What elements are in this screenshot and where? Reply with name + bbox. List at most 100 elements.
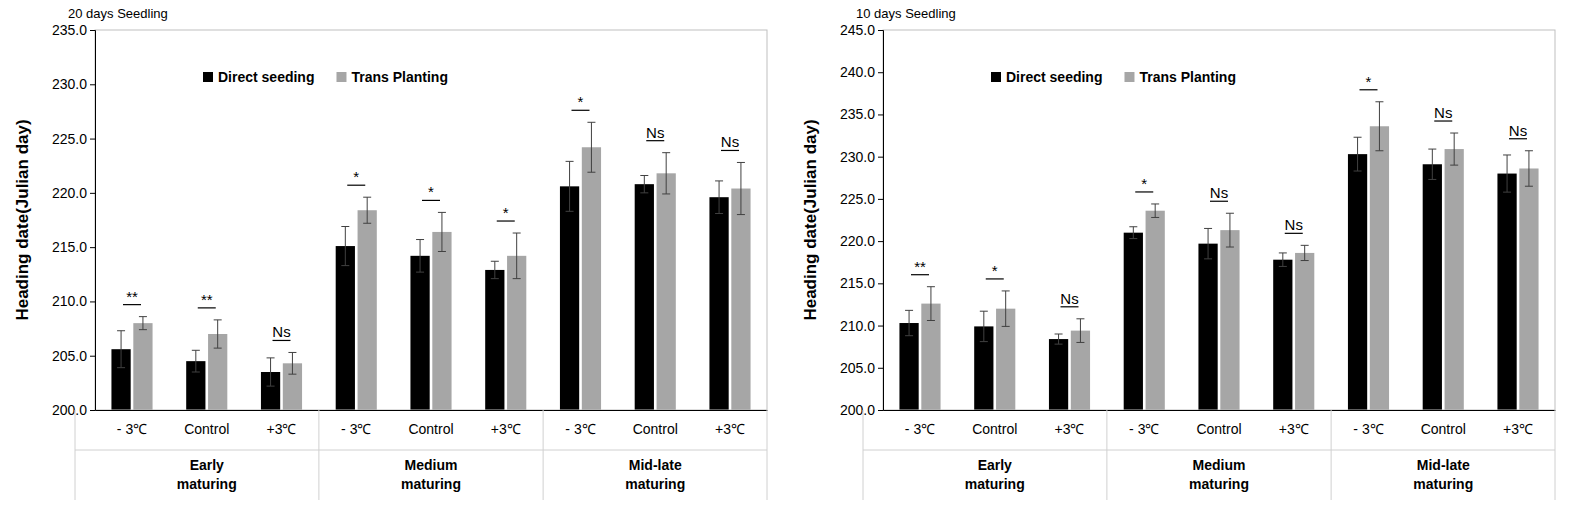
error-bar-stem (983, 311, 984, 341)
error-bar-cap (640, 175, 648, 176)
y-axis: 200.0205.0210.0215.0220.0225.0230.0235.0 (52, 22, 96, 418)
bar (1445, 149, 1464, 410)
x-tick: Control (408, 410, 453, 437)
error-bar-cap (1279, 252, 1287, 253)
significance-label: Ns (1060, 290, 1078, 307)
bar (1220, 230, 1239, 410)
bar (657, 173, 676, 410)
error-bar-cap (587, 172, 595, 173)
error-bar (1151, 204, 1159, 218)
error-bar-cap (1375, 101, 1383, 102)
error-bar-cap (662, 193, 670, 194)
y-tick: 205.0 (52, 348, 95, 364)
error-bar-cap (1076, 318, 1084, 319)
significance-label: Ns (1434, 104, 1452, 121)
error-bar (1204, 228, 1212, 258)
error-bar-stem (1304, 245, 1305, 260)
significance-label: ** (126, 288, 138, 305)
y-axis: 200.0205.0210.0215.0220.0225.0230.0235.0… (840, 22, 884, 418)
error-bar-cap (980, 311, 988, 312)
x-tick: Control (1196, 410, 1241, 437)
x-tick-label: +3℃ (267, 421, 297, 437)
y-tick-mark (90, 30, 95, 31)
y-tick-mark (878, 410, 883, 411)
group-label: Earlymaturing (965, 457, 1025, 492)
x-tick-label: - 3℃ (565, 421, 595, 437)
group-label: Earlymaturing (177, 457, 237, 492)
y-tick-mark (878, 368, 883, 369)
y-tick-mark (878, 30, 883, 31)
y-tick-mark (90, 84, 95, 85)
significance-label: Ns (272, 323, 290, 340)
error-bar-cap (513, 278, 521, 279)
plot-marks (111, 122, 750, 410)
error-bar (1428, 149, 1436, 179)
error-bar-cap (214, 348, 222, 349)
error-bar-cap (491, 278, 499, 279)
bar (582, 147, 601, 410)
y-tick-mark (878, 199, 883, 200)
error-bar-stem (644, 175, 645, 192)
error-bar (192, 350, 200, 372)
bar (1295, 253, 1314, 410)
legend-swatch (336, 72, 346, 82)
error-bar-cap (1354, 171, 1362, 172)
x-tick: Control (633, 410, 678, 437)
x-tick-label: +3℃ (1279, 421, 1309, 437)
bar (485, 270, 504, 410)
legend-label: Trans Planting (1139, 69, 1235, 85)
error-bar (1503, 155, 1511, 192)
legend-label: Trans Planting (351, 69, 447, 85)
bar (731, 189, 750, 410)
y-tick-label: 225.0 (840, 191, 875, 207)
error-bar-cap (1450, 165, 1458, 166)
error-bar-cap (905, 310, 913, 311)
error-bar (662, 153, 670, 194)
error-bar-cap (715, 180, 723, 181)
table-line (75, 410, 76, 500)
significance-label: Ns (1210, 184, 1228, 201)
bar (1198, 244, 1217, 410)
y-axis-line (90, 31, 96, 411)
error-bar-cap (1279, 266, 1287, 267)
chart-title: 10 days Seedling (856, 6, 956, 21)
y-tick-label: 235.0 (840, 106, 875, 122)
y-tick-mark (878, 241, 883, 242)
x-axis-line (884, 410, 1556, 411)
error-bar-cap (1525, 186, 1533, 187)
y-tick-label: 240.0 (840, 64, 875, 80)
error-bar-cap (1375, 150, 1383, 151)
error-bar-cap (438, 251, 446, 252)
y-tick: 210.0 (840, 318, 883, 334)
error-bar-cap (1002, 290, 1010, 291)
x-tick: - 3℃ (1353, 410, 1383, 437)
y-tick-mark (90, 410, 95, 411)
significance-label: Ns (1285, 216, 1303, 233)
significance-label: * (1141, 175, 1147, 192)
bar (1423, 164, 1442, 410)
error-bar-cap (566, 161, 574, 162)
x-tick-label: +3℃ (1503, 421, 1533, 437)
error-bar (1129, 227, 1137, 239)
figure: 20 days Seedling200.0205.0210.0215.0220.… (0, 0, 1576, 525)
table-line (1331, 410, 1332, 500)
y-tick: 215.0 (52, 239, 95, 255)
error-bar-cap (1428, 149, 1436, 150)
error-bar-stem (1080, 319, 1081, 343)
y-tick-label: 215.0 (840, 275, 875, 291)
significance-label: Ns (646, 124, 664, 141)
error-bar-cap (927, 286, 935, 287)
bar (1049, 339, 1068, 410)
y-axis-line (878, 31, 884, 411)
error-bar-stem (1133, 227, 1134, 239)
error-bar (927, 287, 935, 321)
y-tick: 235.0 (840, 106, 883, 122)
x-axis-line (96, 410, 768, 411)
y-axis-title: Heading date(Julian day) (13, 119, 32, 320)
y-tick: 200.0 (52, 402, 95, 418)
y-tick-label: 205.0 (52, 348, 87, 364)
error-bar-cap (1055, 334, 1063, 335)
y-tick: 220.0 (52, 185, 95, 201)
y-tick-mark (90, 356, 95, 357)
error-bar (980, 311, 988, 341)
